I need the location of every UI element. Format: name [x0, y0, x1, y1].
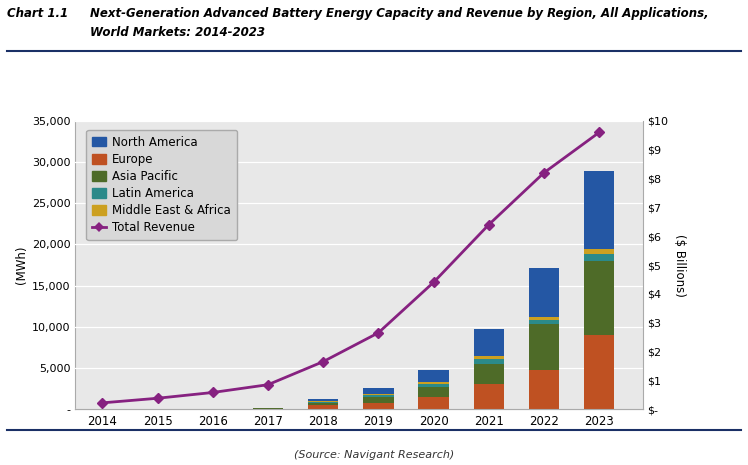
Bar: [308, 399, 338, 401]
Bar: [364, 394, 393, 395]
Bar: [364, 403, 393, 409]
Bar: [364, 395, 393, 397]
Bar: [418, 382, 449, 384]
Bar: [473, 385, 504, 409]
Bar: [418, 370, 449, 382]
Bar: [418, 384, 449, 387]
Text: (Source: Navigant Research): (Source: Navigant Research): [294, 450, 454, 460]
Total Revenue: [484, 222, 493, 227]
Total Revenue: [429, 279, 438, 285]
Bar: [364, 388, 393, 394]
Bar: [529, 370, 559, 409]
Total Revenue: [208, 390, 217, 395]
Text: Chart 1.1: Chart 1.1: [7, 7, 69, 20]
Bar: [584, 261, 614, 335]
Bar: [529, 320, 559, 325]
Bar: [529, 267, 559, 317]
Bar: [584, 254, 614, 261]
Bar: [308, 401, 338, 402]
Total Revenue: [539, 170, 548, 176]
Bar: [529, 317, 559, 320]
Total Revenue: [595, 130, 604, 135]
Text: World Markets: 2014-2023: World Markets: 2014-2023: [90, 26, 265, 39]
Bar: [473, 364, 504, 385]
Bar: [584, 335, 614, 409]
Bar: [418, 387, 449, 397]
Total Revenue: [98, 400, 107, 405]
Total Revenue: [263, 382, 272, 387]
Bar: [418, 397, 449, 409]
Bar: [308, 405, 338, 409]
Bar: [584, 249, 614, 254]
Legend: North America, Europe, Asia Pacific, Latin America, Middle East & Africa, Total : North America, Europe, Asia Pacific, Lat…: [86, 130, 237, 240]
Bar: [473, 359, 504, 364]
Y-axis label: ($ Billions): ($ Billions): [672, 233, 686, 297]
Bar: [308, 403, 338, 405]
Bar: [529, 325, 559, 370]
Total Revenue: [319, 359, 328, 365]
Bar: [364, 397, 393, 403]
Bar: [473, 357, 504, 359]
Text: Next-Generation Advanced Battery Energy Capacity and Revenue by Region, All Appl: Next-Generation Advanced Battery Energy …: [90, 7, 708, 20]
Bar: [308, 402, 338, 403]
Total Revenue: [374, 330, 383, 336]
Y-axis label: (MWh): (MWh): [15, 246, 28, 284]
Bar: [473, 329, 504, 357]
Line: Total Revenue: Total Revenue: [99, 129, 603, 407]
Total Revenue: [153, 395, 162, 401]
Bar: [584, 171, 614, 249]
